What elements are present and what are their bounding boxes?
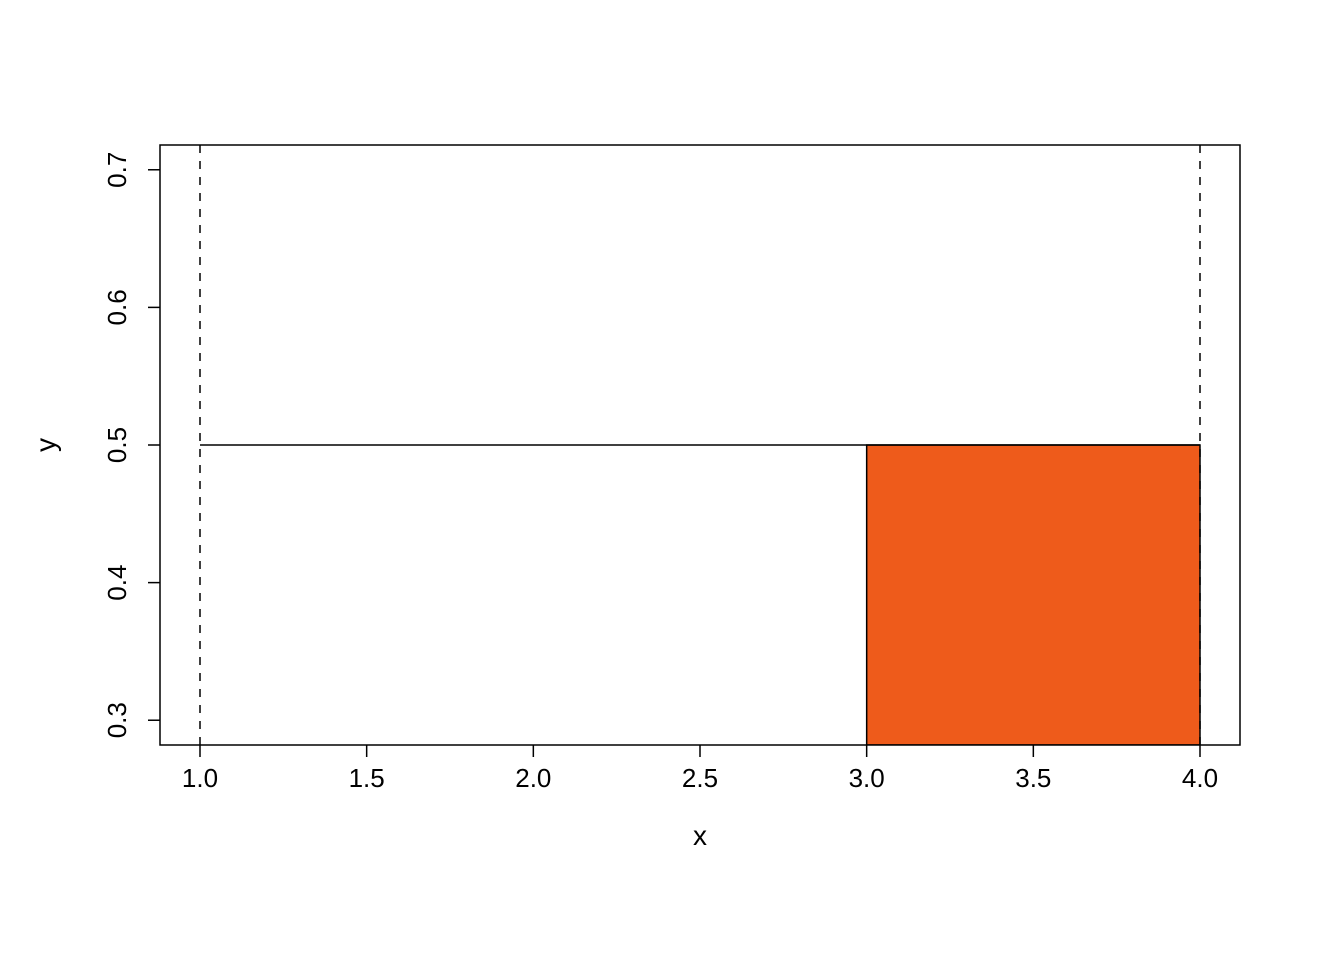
y-tick-label: 0.4 — [102, 565, 132, 601]
y-tick-label: 0.6 — [102, 289, 132, 325]
x-axis-label: x — [693, 820, 707, 851]
x-tick-label: 3.5 — [1015, 763, 1051, 793]
x-tick-label: 2.0 — [515, 763, 551, 793]
chart-canvas: 1.0 1.5 2.0 2.5 3.0 3.5 4.0 0.3 0.4 0.5 0.6 0.7 x y — [0, 0, 1344, 960]
y-axis-label: y — [30, 438, 61, 452]
y-tick-label: 0.7 — [102, 152, 132, 188]
x-tick-label: 4.0 — [1182, 763, 1218, 793]
x-tick-label: 3.0 — [849, 763, 885, 793]
x-tick-label: 2.5 — [682, 763, 718, 793]
x-tick-label: 1.0 — [182, 763, 218, 793]
y-tick-label: 0.5 — [102, 427, 132, 463]
x-tick-label: 1.5 — [349, 763, 385, 793]
y-tick-label: 0.3 — [102, 702, 132, 738]
shaded-region — [867, 445, 1200, 745]
